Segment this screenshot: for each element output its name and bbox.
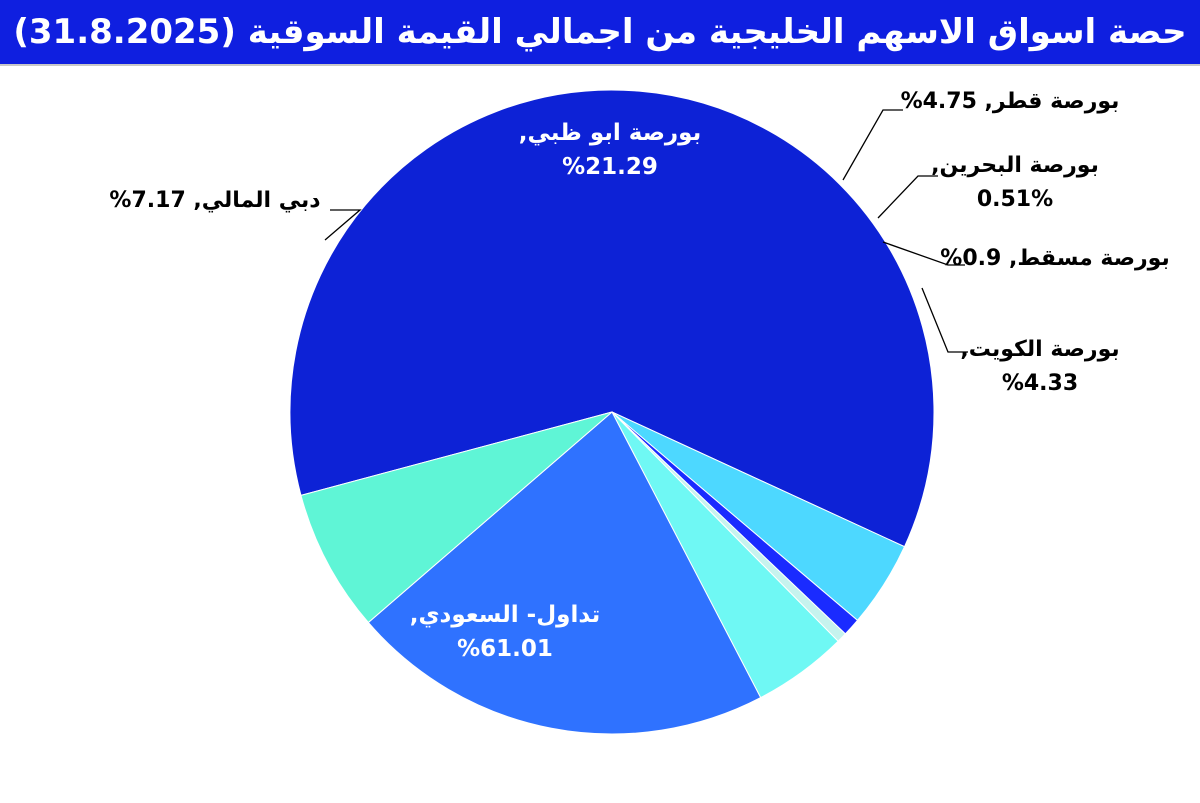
slice-label: 0.51%	[977, 187, 1053, 212]
title-bar: حصة اسواق الاسهم الخليجية من اجمالي القي…	[0, 0, 1200, 64]
chart-title: حصة اسواق الاسهم الخليجية من اجمالي القي…	[13, 12, 1187, 52]
slice-label: %61.01	[457, 636, 553, 662]
slice-label: تداول- السعودي,	[410, 602, 601, 628]
leader-line	[324, 209, 362, 241]
slice-label: %21.29	[562, 154, 658, 180]
leader-line	[877, 175, 938, 219]
leader-line	[842, 109, 903, 181]
pie-slice	[300, 411, 613, 624]
slice-label: بورصة الكويت,	[960, 337, 1119, 362]
title-divider	[0, 64, 1200, 66]
leader-line	[921, 287, 968, 353]
slice-label: بورصة ابو ظبي,	[519, 120, 701, 146]
slice-label: بورصة البحرين,	[931, 153, 1099, 178]
slice-label: دبي المالي, 7.17%	[109, 188, 320, 213]
slice-label: بورصة مسقط, 0.9%	[940, 246, 1169, 271]
leader-line	[882, 241, 965, 266]
slice-label: %4.33	[1002, 371, 1078, 396]
pie-slice	[367, 411, 762, 735]
slice-label: بورصة قطر, 4.75%	[901, 89, 1120, 114]
pie-slice	[289, 89, 935, 548]
